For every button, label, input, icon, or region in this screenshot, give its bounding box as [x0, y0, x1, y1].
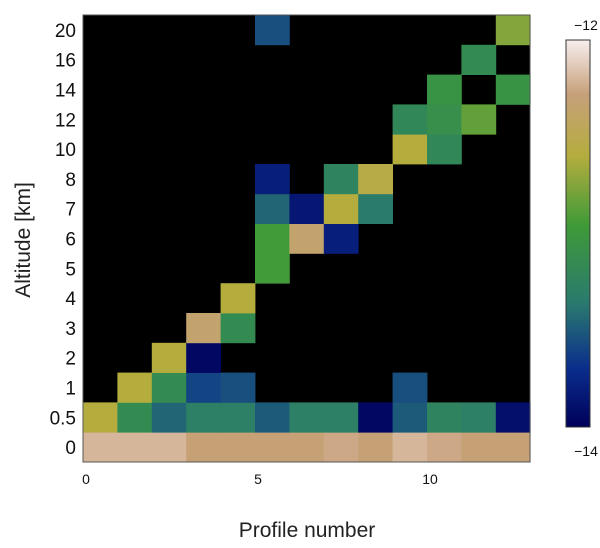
heatmap-cell — [186, 372, 221, 403]
heatmap-cell — [186, 342, 221, 373]
colorbar — [565, 39, 591, 428]
heatmap-cell — [255, 223, 290, 254]
y-tick-label: 20 — [55, 21, 76, 42]
heatmap-cell — [289, 193, 325, 224]
heatmap-cell — [427, 402, 462, 433]
heatmap-cell — [495, 74, 531, 105]
heatmap-cell — [220, 432, 256, 463]
heatmap-cell — [255, 164, 290, 195]
heatmap-cell — [427, 432, 462, 463]
heatmap-cell — [255, 253, 290, 284]
heatmap-cell — [461, 402, 497, 433]
heatmap-cell — [151, 342, 187, 373]
y-tick-label: 1 — [65, 379, 76, 400]
heatmap-cell — [358, 193, 393, 224]
heatmap-cell — [323, 432, 359, 463]
heatmap-cell — [255, 193, 290, 224]
heatmap-cell — [186, 432, 221, 463]
heatmap-cell — [186, 313, 221, 344]
heatmap-cell — [427, 74, 462, 105]
heatmap-cell — [427, 104, 462, 135]
y-tick-label: 0.5 — [50, 408, 76, 429]
y-axis-label: Altitude [km] — [12, 182, 35, 298]
y-tick-label: 5 — [65, 259, 76, 280]
heatmap-cell — [117, 372, 153, 403]
x-axis-label: Profile number — [239, 519, 376, 542]
heatmap-cell — [83, 402, 118, 433]
heatmap-cell — [255, 15, 290, 46]
heatmap-cell — [255, 402, 290, 433]
y-tick-label: 6 — [65, 230, 76, 251]
heatmap-cell — [392, 134, 428, 165]
heatmap-cell — [151, 432, 187, 463]
y-tick-label: 14 — [55, 81, 77, 102]
heatmap-cell — [220, 283, 256, 314]
y-tick-label: 3 — [65, 319, 76, 340]
y-tick-label: 4 — [65, 289, 76, 310]
heatmap-cells — [83, 15, 531, 463]
heatmap-cell — [289, 402, 325, 433]
y-tick-label: 0 — [65, 438, 76, 459]
heatmap-cell — [461, 44, 497, 75]
heatmap-cell — [392, 432, 428, 463]
heatmap-cell — [220, 313, 256, 344]
heatmap-cell — [392, 372, 428, 403]
colorbar-max-label: −12 — [574, 17, 598, 33]
colorbar-min-label: −14 — [574, 443, 598, 459]
heatmap-cell — [323, 193, 359, 224]
y-tick-label: 12 — [55, 110, 76, 131]
heatmap-cell — [289, 223, 325, 254]
heatmap-cell — [255, 432, 290, 463]
heatmap-cell — [461, 432, 497, 463]
heatmap-cell — [495, 432, 531, 463]
heatmap-cell — [495, 402, 531, 433]
heatmap-cell — [186, 402, 221, 433]
heatmap-cell — [323, 164, 359, 195]
heatmap-cell — [358, 402, 393, 433]
heatmap-cell — [323, 402, 359, 433]
heatmap-cell — [151, 402, 187, 433]
heatmap-cell — [83, 432, 118, 463]
heatmap-cell — [358, 432, 393, 463]
plot-frame — [82, 14, 531, 463]
x-tick-label: 10 — [422, 471, 438, 487]
y-tick-label: 2 — [65, 349, 76, 370]
y-tick-label: 16 — [55, 51, 76, 72]
y-tick-label: 8 — [65, 170, 76, 191]
heatmap-cell — [289, 432, 325, 463]
x-tick-labels: 0 5 10 — [82, 471, 438, 487]
heatmap-cell — [427, 134, 462, 165]
heatmap-cell — [461, 104, 497, 135]
x-tick-label: 5 — [254, 471, 262, 487]
heatmap-cell — [117, 432, 153, 463]
y-tick-label: 10 — [55, 140, 76, 161]
heatmap-cell — [220, 402, 256, 433]
heatmap-cell — [151, 372, 187, 403]
heatmap-cell — [392, 402, 428, 433]
heatmap-cell — [392, 104, 428, 135]
heatmap-cell — [323, 223, 359, 254]
heatmap-cell — [220, 372, 256, 403]
heatmap-cell — [358, 164, 393, 195]
heatmap-cell — [495, 15, 531, 46]
y-tick-label: 7 — [65, 200, 76, 221]
x-tick-label: 0 — [82, 471, 90, 487]
heatmap-cell — [117, 402, 153, 433]
